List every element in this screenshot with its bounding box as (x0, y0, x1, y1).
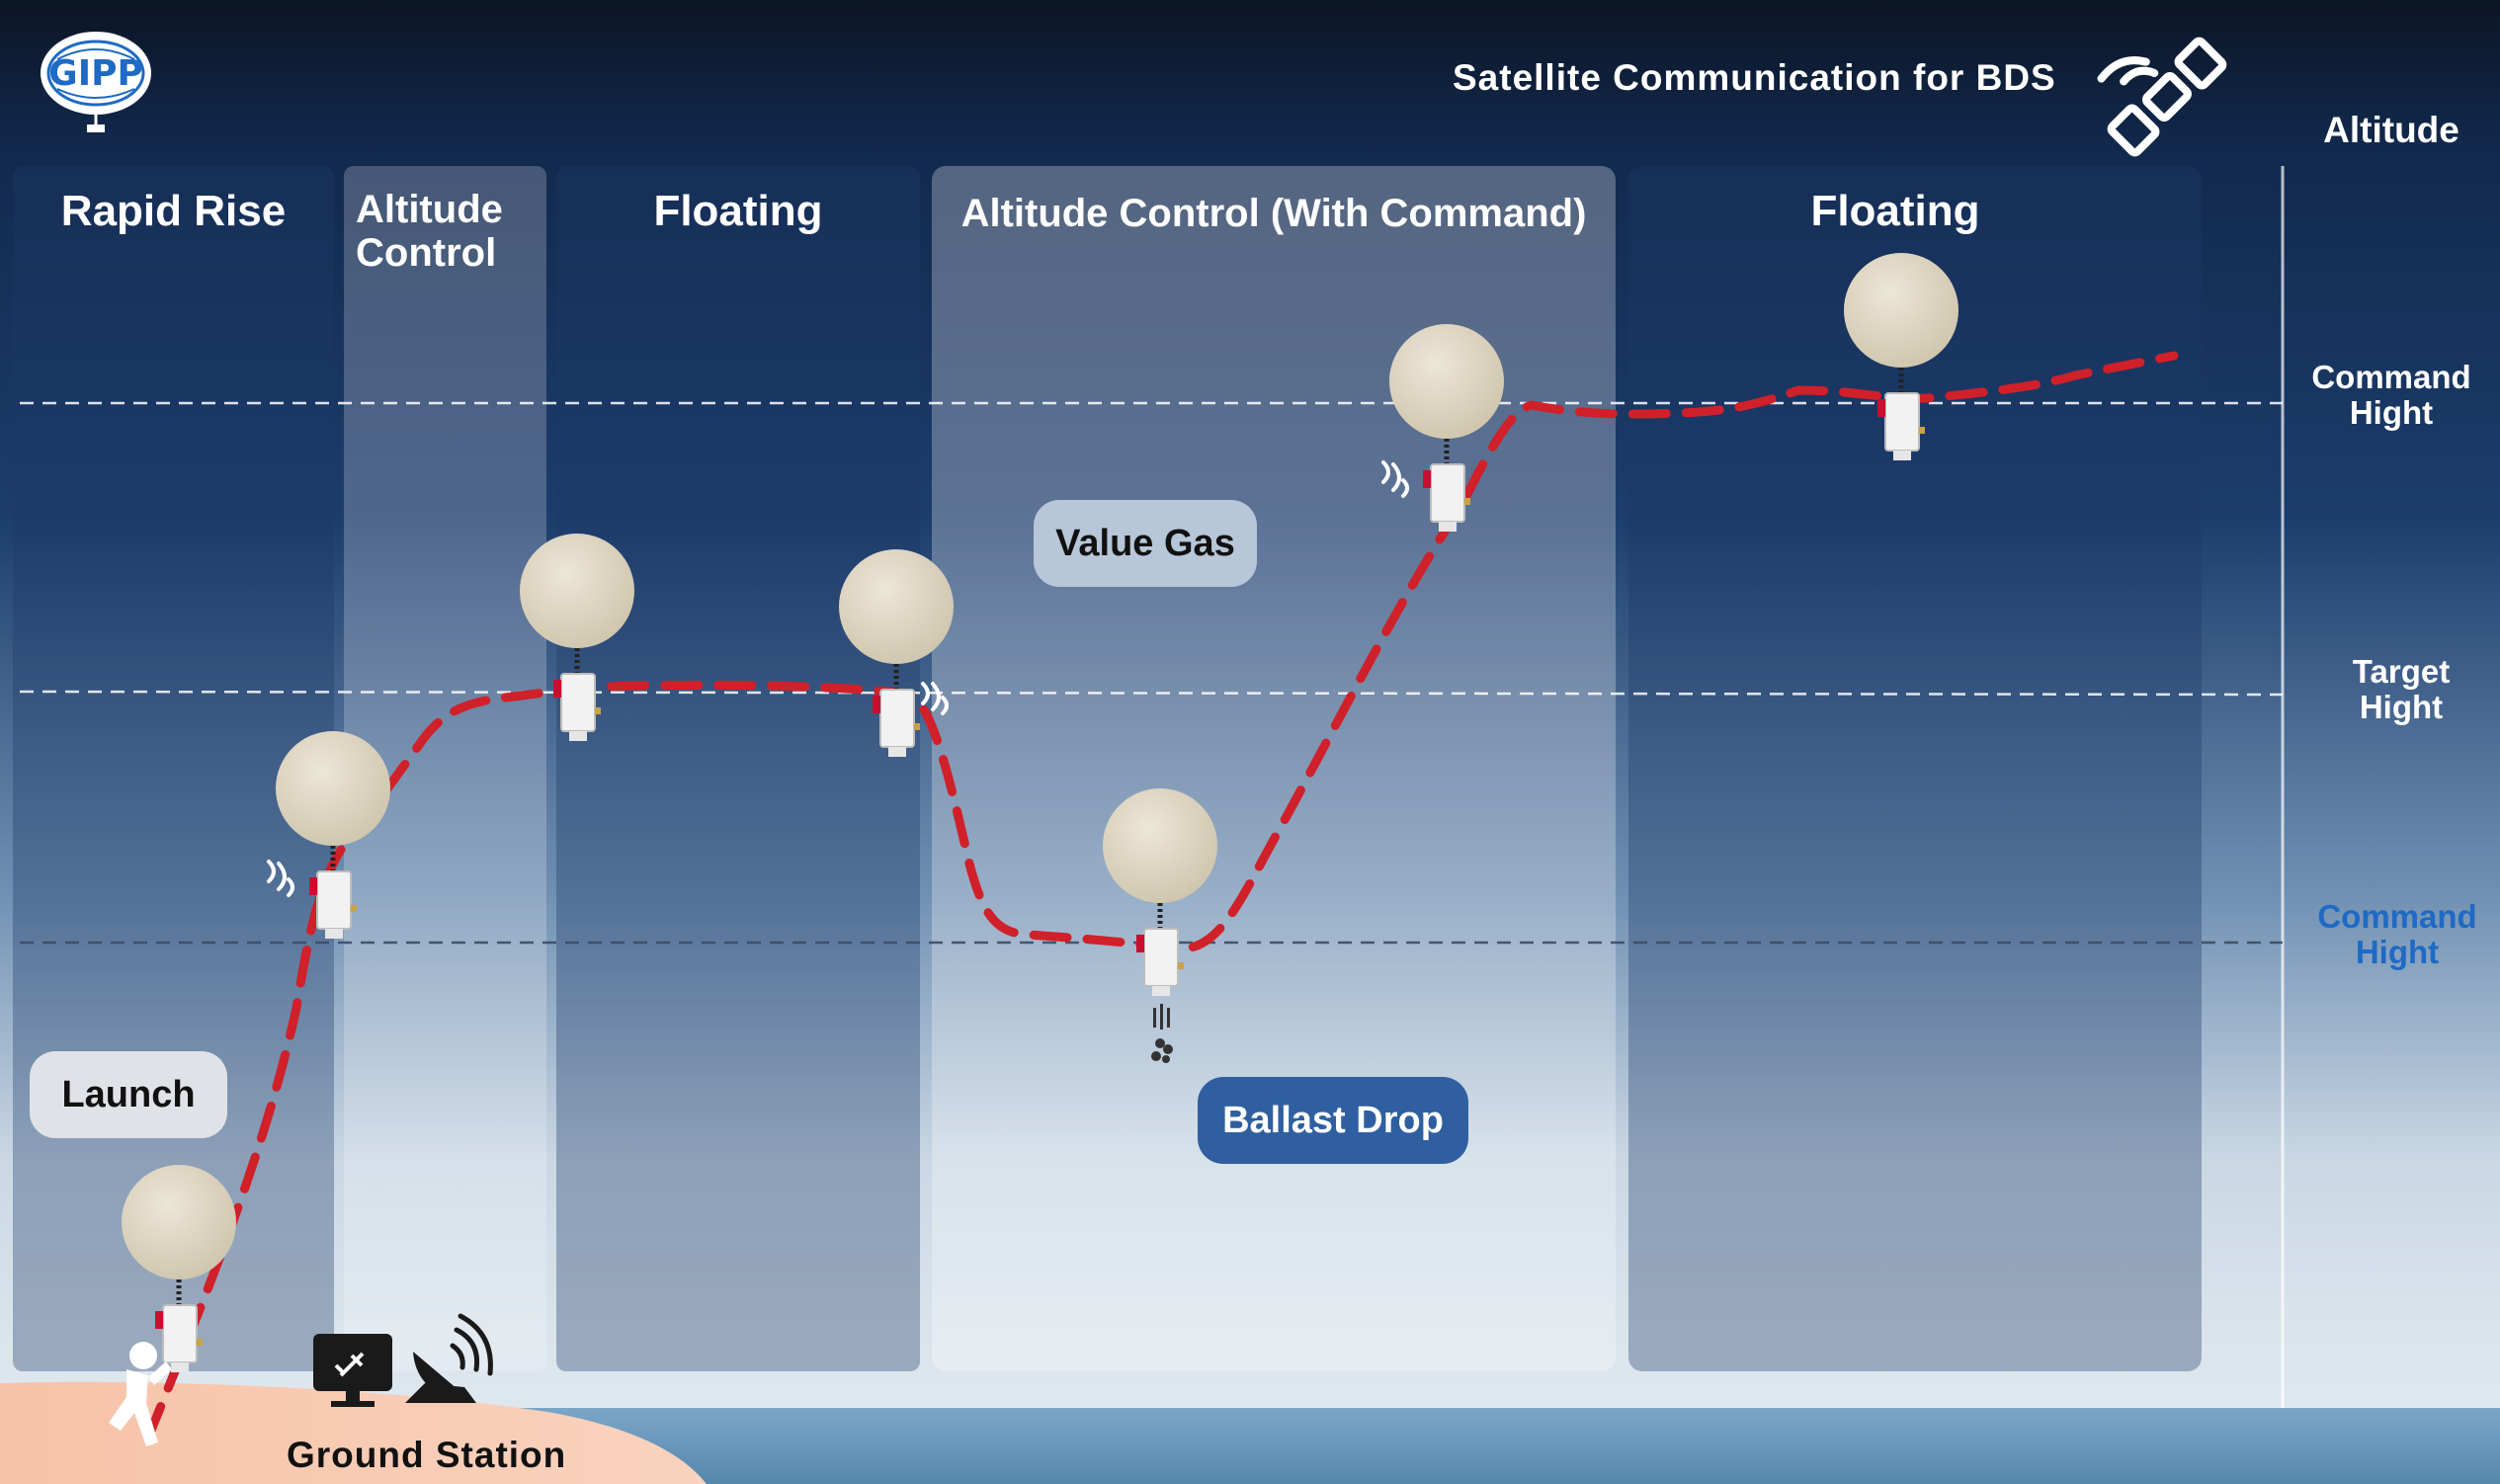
axis-level-line1: Command (2311, 359, 2471, 395)
ground-station-label: Ground Station (287, 1435, 567, 1475)
axis-level-target: Target Hight (2302, 653, 2500, 726)
phase-title-line1: Altitude (356, 188, 503, 231)
phase-panel-floating-1 (556, 166, 920, 1371)
axis-level-line2: Hight (2355, 934, 2440, 971)
ground-sand (0, 1381, 707, 1484)
launch-person-icon (109, 1342, 172, 1446)
phase-title-rapid-rise: Rapid Rise (60, 187, 287, 235)
phase-title-altitude-control-command: Altitude Control (With Command) (960, 192, 1587, 235)
axis-level-command-lower: Command Hight (2298, 898, 2496, 971)
gas-vent-icon (267, 860, 294, 897)
phase-title-altitude-control: Altitude Control (356, 190, 543, 273)
axis-level-line1: Command (2317, 898, 2477, 935)
gas-vent-icon (921, 682, 949, 715)
gipp-logo: GIPP (41, 32, 151, 132)
monitor-satellite-icon (313, 1334, 392, 1407)
phase-panel-altitude-control (344, 166, 546, 1371)
ballast-drop-tag: Ballast Drop (1198, 1077, 1468, 1164)
phase-title-floating-2: Floating (1810, 187, 1980, 235)
gas-vent-icon (1381, 460, 1409, 498)
header-title: Satellite Communication for BDS (1453, 57, 2056, 98)
logo-text: GIPP (48, 53, 143, 94)
phase-title-floating-1: Floating (653, 187, 823, 235)
axis-level-line2: Hight (2349, 394, 2434, 432)
phase-panel-altitude-control-command (932, 166, 1616, 1371)
satellite-icon (2097, 37, 2227, 157)
axis-level-line2: Hight (2359, 689, 2444, 726)
axis-level-line1: Target (2352, 653, 2451, 690)
value-gas-tag: Value Gas (1034, 500, 1257, 587)
axis-level-command-upper: Command Hight (2292, 359, 2490, 432)
phase-title-line2: Control (356, 231, 497, 275)
phase-panel-floating-2 (1628, 166, 2202, 1371)
satellite-dish-icon (405, 1313, 493, 1403)
ballast-particles-icon (1151, 1004, 1173, 1063)
target-height-line (19, 690, 2284, 697)
launch-tag: Launch (30, 1051, 227, 1138)
axis-title: Altitude (2323, 110, 2459, 150)
